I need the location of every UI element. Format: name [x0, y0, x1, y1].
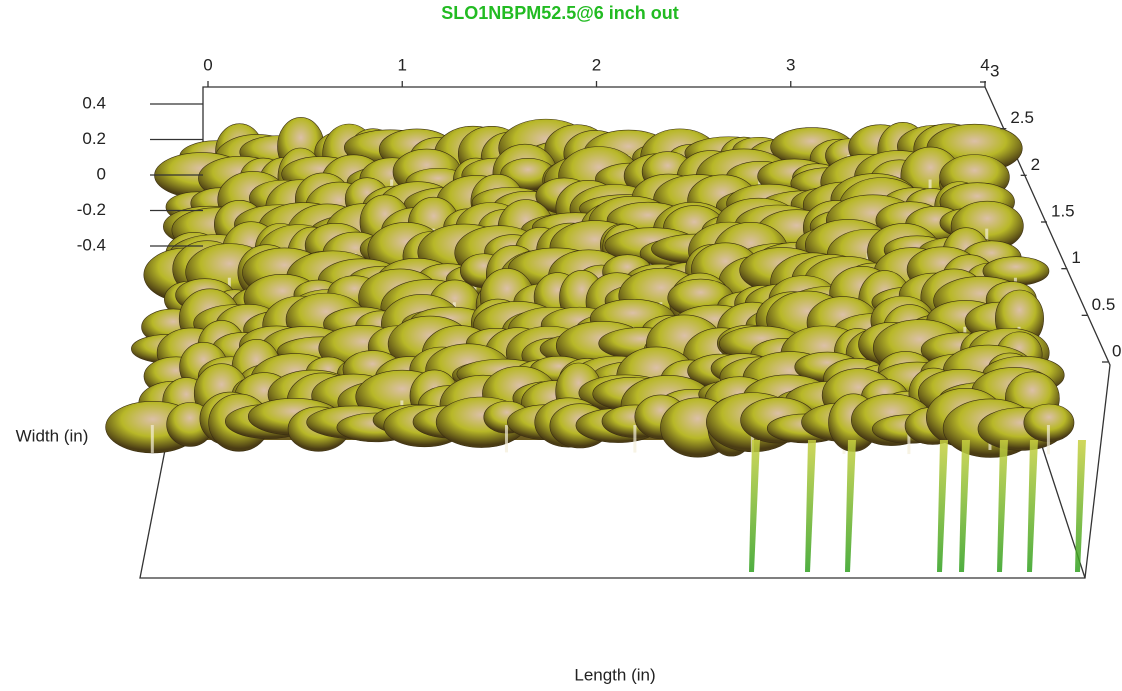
x-tick-label: 2 [592, 55, 601, 74]
surface-streak [633, 425, 637, 453]
surface-streak [1046, 425, 1050, 455]
z-tick-label: -0.2 [77, 200, 106, 219]
x-axis-label: Length (in) [574, 665, 655, 684]
y-tick-label: 0.5 [1092, 295, 1116, 314]
z-tick-label: 0.2 [82, 129, 106, 148]
surface-spike [805, 440, 816, 572]
chart-title: SLO1NBPM52.5@6 inch out [441, 3, 679, 23]
axis-box [139, 86, 1111, 579]
y-tick-label: 0 [1112, 341, 1121, 360]
surface-streak [504, 425, 508, 453]
y-tick-label: 1 [1071, 248, 1080, 267]
x-tick-label: 0 [203, 55, 212, 74]
x-tick-label: 1 [398, 55, 407, 74]
y-tick-label: 2 [1031, 155, 1040, 174]
surface-spike [1075, 440, 1086, 572]
y-tick-label: 3 [990, 61, 999, 80]
surface-spike [1027, 440, 1038, 572]
surface-streak [907, 425, 911, 455]
z-tick-label: 0 [97, 164, 106, 183]
surface-spike [937, 440, 948, 572]
y-tick-label: 2.5 [1010, 108, 1034, 127]
surface-spike [845, 440, 856, 572]
surface [105, 117, 1086, 572]
surface-spike [959, 440, 970, 572]
z-tick-label: 0.4 [82, 93, 106, 112]
y-tick-label: 1.5 [1051, 201, 1075, 220]
x-tick-label: 3 [786, 55, 795, 74]
surface-streak [985, 228, 989, 246]
surface-streak [150, 425, 154, 453]
surface-spike [749, 440, 760, 572]
z-tick-label: -0.4 [77, 235, 106, 254]
y-axis-label: Width (in) [16, 426, 89, 445]
x-tick-label: 4 [980, 55, 989, 74]
surface-spike [997, 440, 1008, 572]
surface-streak [750, 425, 754, 453]
